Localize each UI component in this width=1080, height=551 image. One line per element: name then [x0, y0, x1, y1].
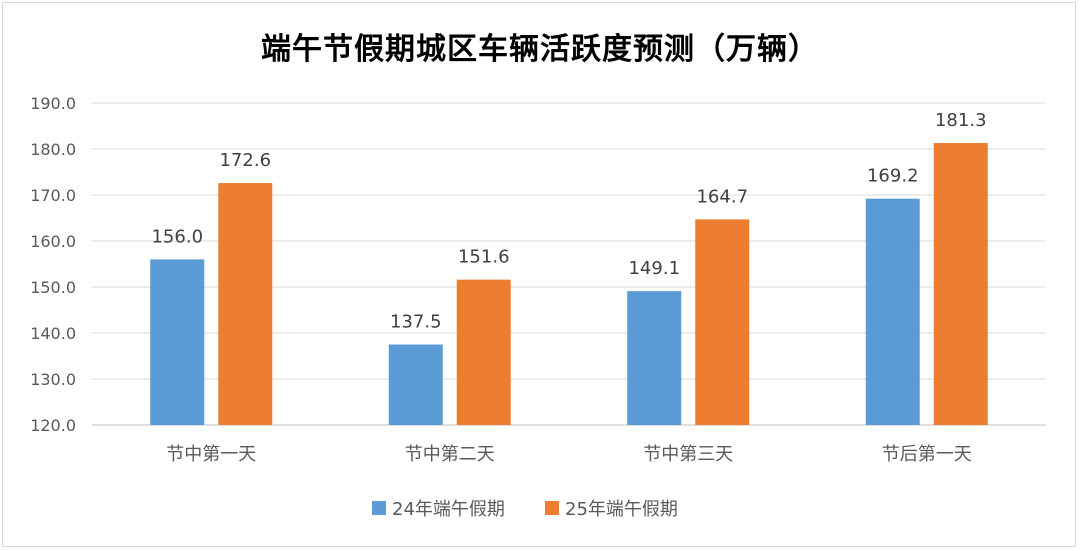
data-label: 164.7: [696, 186, 748, 207]
y-tick-label: 180.0: [30, 140, 76, 159]
data-label: 181.3: [935, 110, 987, 131]
legend-swatch: [545, 501, 559, 515]
legend: 24年端午假期 25年端午假期: [372, 499, 678, 520]
data-label: 156.0: [151, 226, 203, 247]
chart-title: 端午节假期城区车辆活跃度预测（万辆）: [261, 32, 819, 67]
data-label: 149.1: [628, 258, 680, 279]
bar-25-2: [695, 219, 750, 425]
category-label: 节中第二天: [405, 444, 495, 465]
legend-label: 25年端午假期: [565, 499, 678, 520]
y-tick-label: 160.0: [30, 232, 76, 251]
y-axis-ticks: 120.0 130.0 140.0 150.0 160.0 170.0 180.0 190.0: [30, 94, 76, 435]
y-tick-label: 170.0: [30, 186, 76, 205]
bar-24-1: [388, 344, 443, 425]
category-label: 节中第三天: [643, 444, 733, 465]
x-axis-categories: 节中第一天 节中第二天 节中第三天 节后第一天: [166, 444, 972, 465]
bar-24-3: [865, 198, 920, 425]
legend-label: 24年端午假期: [392, 499, 505, 520]
data-label: 172.6: [219, 150, 271, 171]
y-tick-label: 130.0: [30, 370, 76, 389]
bar-24-2: [627, 291, 682, 425]
data-label: 169.2: [867, 166, 919, 187]
category-label: 节中第一天: [166, 444, 256, 465]
data-label: 151.6: [458, 247, 510, 268]
bar-25-3: [933, 143, 988, 425]
y-tick-label: 190.0: [30, 94, 76, 113]
data-labels: 156.0 172.6 137.5 151.6 149.1 164.7 169.2 181.3: [151, 110, 986, 332]
y-tick-label: 140.0: [30, 324, 76, 343]
legend-swatch: [372, 501, 386, 515]
y-tick-label: 120.0: [30, 416, 76, 435]
bar-24-0: [150, 259, 205, 425]
bars: [150, 143, 988, 425]
data-label: 137.5: [390, 312, 442, 333]
y-tick-label: 150.0: [30, 278, 76, 297]
category-label: 节后第一天: [882, 444, 972, 465]
bar-25-0: [218, 183, 273, 425]
bar-25-1: [456, 279, 511, 425]
